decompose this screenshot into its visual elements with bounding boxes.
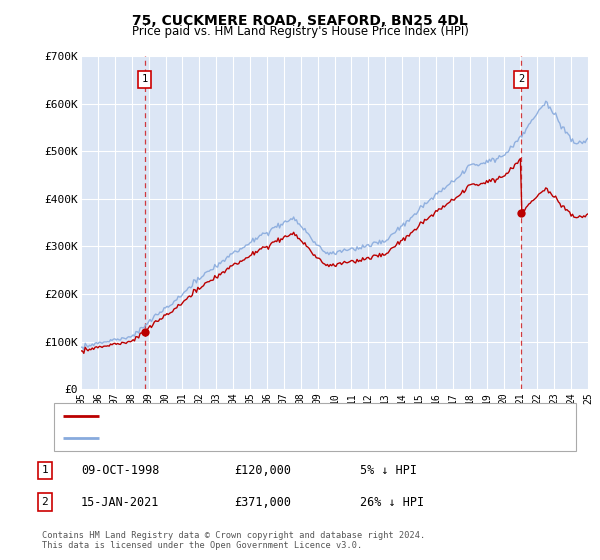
Text: 75, CUCKMERE ROAD, SEAFORD, BN25 4DL (detached house): 75, CUCKMERE ROAD, SEAFORD, BN25 4DL (de…	[105, 411, 436, 421]
Text: 2: 2	[518, 74, 524, 85]
Text: 5% ↓ HPI: 5% ↓ HPI	[360, 464, 417, 477]
Text: Contains HM Land Registry data © Crown copyright and database right 2024.
This d: Contains HM Land Registry data © Crown c…	[42, 530, 425, 550]
Text: Price paid vs. HM Land Registry's House Price Index (HPI): Price paid vs. HM Land Registry's House …	[131, 25, 469, 38]
Text: 75, CUCKMERE ROAD, SEAFORD, BN25 4DL: 75, CUCKMERE ROAD, SEAFORD, BN25 4DL	[132, 14, 468, 28]
Text: 09-OCT-1998: 09-OCT-1998	[81, 464, 160, 477]
Text: £371,000: £371,000	[234, 496, 291, 509]
Text: 15-JAN-2021: 15-JAN-2021	[81, 496, 160, 509]
Text: 2: 2	[41, 497, 49, 507]
Text: HPI: Average price, detached house, Lewes: HPI: Average price, detached house, Lewe…	[105, 433, 361, 443]
Text: 1: 1	[142, 74, 148, 85]
Text: 1: 1	[41, 465, 49, 475]
Text: 26% ↓ HPI: 26% ↓ HPI	[360, 496, 424, 509]
Text: £120,000: £120,000	[234, 464, 291, 477]
